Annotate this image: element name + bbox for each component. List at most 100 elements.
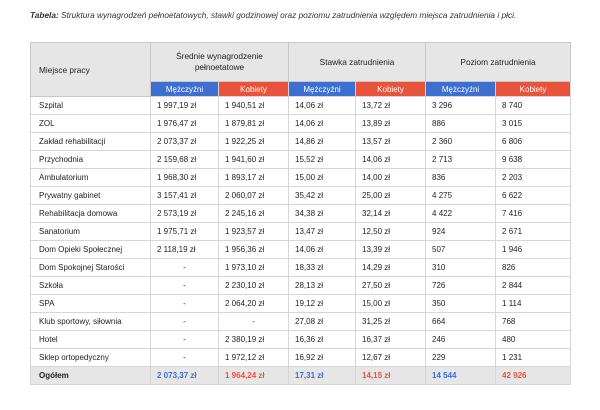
total-row: Ogółem 2 073,37 zł 1 964,24 zł 17,31 zł 14,1…	[30, 366, 572, 385]
cell: 726	[425, 276, 497, 295]
cell: 1 923,57 zł	[217, 222, 290, 241]
table-row: Prywatny gabinet 3 157,41 zł 2 060,07 zł 35…	[30, 186, 572, 205]
cell: 6 806	[495, 132, 572, 151]
cell: 34,38 zł	[288, 204, 357, 223]
table-row: Sklep ortopedyczny -1 972,12 zł 16,92 zł 12…	[30, 348, 572, 367]
cell: 27,50 zł	[355, 276, 427, 295]
cell: 2 073,37 zł	[150, 132, 219, 151]
header-place: Miejsce pracy	[30, 42, 151, 97]
cell: 2 073,37 zł	[150, 366, 219, 385]
cell: 768	[495, 312, 572, 331]
cell: 9 638	[495, 150, 572, 169]
cell: 6 622	[495, 186, 572, 205]
row-label: Szkoła	[30, 276, 151, 295]
row-label: Sklep ortopedyczny	[30, 348, 151, 367]
cell: 1 976,47 zł	[150, 114, 219, 133]
cell: 3 296	[425, 96, 497, 115]
cell: 4 275	[425, 186, 497, 205]
cell: 2 245,16 zł	[217, 204, 290, 223]
cell: 3 015	[495, 114, 572, 133]
subheader: Mężczyźni	[150, 81, 219, 97]
row-label: Szpital	[30, 96, 151, 115]
cell: 2 060,07 zł	[217, 186, 290, 205]
cell: 16,92 zł	[288, 348, 357, 367]
cell: -	[150, 312, 219, 331]
cell: 1 972,12 zł	[217, 348, 290, 367]
cell: 1 997,19 zł	[150, 96, 219, 115]
cell: -	[217, 312, 290, 331]
table-row: Ambulatorium 1 968,30 zł 1 893,17 zł 15,00 …	[30, 168, 572, 187]
cell: -	[150, 276, 219, 295]
table-row: Hotel -2 380,19 zł 16,36 zł 16,37 zł 246 480	[30, 330, 572, 349]
cell: 350	[425, 294, 497, 313]
table-row: Dom Opieki Społecznej 2 118,19 zł 1 956,36…	[30, 240, 572, 259]
cell: 14,15 zł	[355, 366, 427, 385]
table-row: ZOL 1 976,47 zł 1 879,81 zł 14,06 zł 13,89 z…	[30, 114, 572, 133]
row-label: Sanatorium	[30, 222, 151, 241]
cell: 664	[425, 312, 497, 331]
table-row: Sanatorium 1 975,71 zł 1 923,57 zł 13,47 zł…	[30, 222, 572, 241]
cell: 886	[425, 114, 497, 133]
cell: 32,14 zł	[355, 204, 427, 223]
cell: 12,50 zł	[355, 222, 427, 241]
cell: 480	[495, 330, 572, 349]
table-row: Szkoła -2 230,10 zł 28,13 zł 27,50 zł 726 2 8…	[30, 276, 572, 295]
caption-label: Tabela:	[30, 10, 59, 20]
row-label: Ambulatorium	[30, 168, 151, 187]
header-group: Stawka zatrudnienia	[288, 42, 427, 82]
cell: 12,67 zł	[355, 348, 427, 367]
cell: 1 922,25 zł	[217, 132, 290, 151]
cell: 13,39 zł	[355, 240, 427, 259]
cell: 246	[425, 330, 497, 349]
row-label: Dom Opieki Społecznej	[30, 240, 151, 259]
table-body: Szpital 1 997,19 zł 1 940,51 zł 14,06 zł 13,…	[30, 96, 572, 385]
cell: 15,52 zł	[288, 150, 357, 169]
caption-text: Struktura wynagrodzeń pełnoetatowych, st…	[61, 10, 517, 20]
row-label: Klub sportowy, siłownia	[30, 312, 151, 331]
cell: 25,00 zł	[355, 186, 427, 205]
cell: 14,06 zł	[288, 240, 357, 259]
cell: 14,06 zł	[288, 96, 357, 115]
cell: 2 159,68 zł	[150, 150, 219, 169]
cell: 31,25 zł	[355, 312, 427, 331]
row-label: Hotel	[30, 330, 151, 349]
cell: 27,08 zł	[288, 312, 357, 331]
row-label: Dom Spokojnej Starości	[30, 258, 151, 277]
cell: 1 964,24 zł	[217, 366, 290, 385]
subheader: Kobiety	[495, 81, 572, 97]
cell: -	[150, 258, 219, 277]
header-group: Poziom zatrudnienia	[425, 42, 572, 82]
cell: 1 940,51 zł	[217, 96, 290, 115]
cell: 2 573,19 zł	[150, 204, 219, 223]
row-label: ZOL	[30, 114, 151, 133]
cell: 18,33 zł	[288, 258, 357, 277]
cell: 1 956,36 zł	[217, 240, 290, 259]
table-row: Rehabilitacja domowa 2 573,19 zł 2 245,16 …	[30, 204, 572, 223]
cell: -	[150, 348, 219, 367]
row-label: Przychodnia	[30, 150, 151, 169]
cell: 2 360	[425, 132, 497, 151]
cell: 2 064,20 zł	[217, 294, 290, 313]
table: Miejsce pracy Średnie wynagrodzenie pełn…	[30, 42, 572, 385]
cell: 28,13 zł	[288, 276, 357, 295]
cell: 1 893,17 zł	[217, 168, 290, 187]
header-group: Średnie wynagrodzenie pełnoetatowe	[149, 42, 290, 82]
cell: 14,06 zł	[288, 114, 357, 133]
cell: -	[150, 294, 219, 313]
cell: -	[150, 330, 219, 349]
subheader: Mężczyźni	[425, 81, 497, 97]
cell: 1 973,10 zł	[217, 258, 290, 277]
cell: 1 114	[495, 294, 572, 313]
cell: 13,89 zł	[355, 114, 427, 133]
cell: 16,36 zł	[288, 330, 357, 349]
cell: 2 118,19 zł	[150, 240, 219, 259]
cell: 2 380,19 zł	[217, 330, 290, 349]
cell: 19,12 zł	[288, 294, 357, 313]
cell: 15,00 zł	[355, 294, 427, 313]
table-row: SPA -2 064,20 zł 19,12 zł 15,00 zł 350 1 114	[30, 294, 572, 313]
cell: 14,00 zł	[355, 168, 427, 187]
cell: 7 416	[495, 204, 572, 223]
cell: 507	[425, 240, 497, 259]
cell: 42 926	[495, 366, 572, 385]
table-row: Klub sportowy, siłownia - -27,08 zł 31,25 z…	[30, 312, 572, 331]
